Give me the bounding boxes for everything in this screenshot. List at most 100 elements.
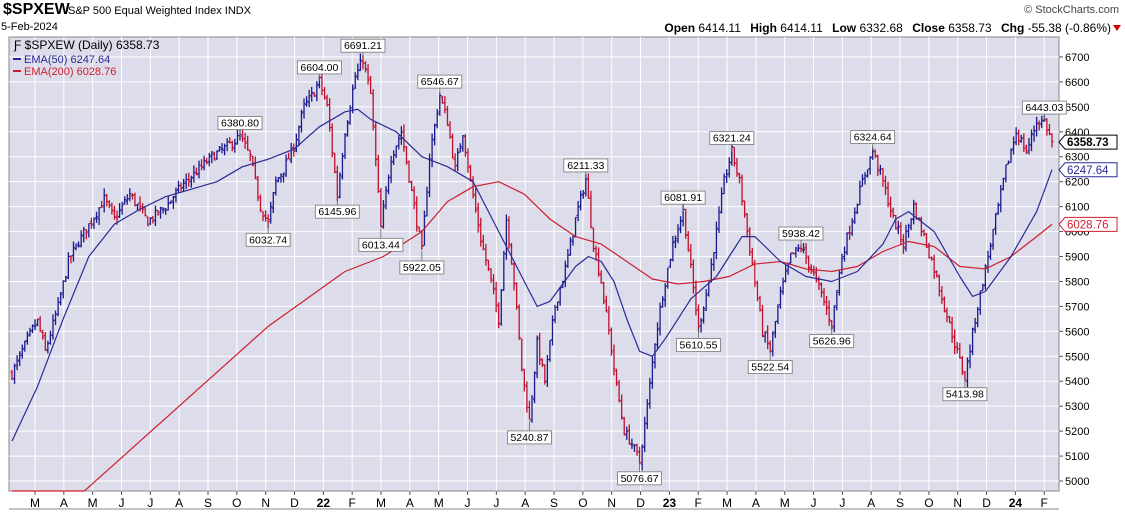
- last-value-tag: [1058, 162, 1118, 178]
- x-tick-label: M: [722, 496, 732, 510]
- ohlc-readout: Open 6414.11 High 6414.11 Low 6332.68 Cl…: [664, 21, 1111, 35]
- annotation-box: [507, 430, 552, 445]
- y-tick-label: 5900: [1065, 252, 1089, 264]
- annotation-label: 6443.03: [1025, 102, 1063, 114]
- y-tick-label: 5500: [1065, 351, 1089, 363]
- x-axis: M A M J J A S O N D 22 F M A M J J A S O N D 23 F M A M J J A S O N D 24 F: [9, 491, 1059, 510]
- index-name: S&P 500 Equal Weighted Index: [68, 5, 222, 17]
- legend-ema200: EMA(200) 6028.76: [24, 66, 116, 78]
- high-label: High: [750, 21, 777, 35]
- x-tick-label: S: [896, 496, 904, 510]
- y-tick-label: 5400: [1065, 376, 1089, 388]
- open-label: Open: [664, 21, 696, 35]
- open-value: 6414.11: [698, 21, 741, 35]
- price-chart[interactable]: 5000 5100 5200 5300 5400 5500 5600 5700 5800 5900…: [0, 36, 1125, 513]
- y-axis: 5000 5100 5200 5300 5400 5500 5600 5700 5800 5900…: [1059, 52, 1089, 488]
- x-tick-label: D: [982, 496, 991, 510]
- x-tick-label: D: [636, 496, 645, 510]
- x-tick-label: F: [695, 496, 702, 510]
- annotation-box: [850, 130, 896, 144]
- y-tick-label: 6500: [1065, 102, 1089, 114]
- plot-area: [8, 36, 1060, 492]
- last-value-label: 6247.64: [1067, 165, 1109, 177]
- ema200-line: [12, 181, 1053, 492]
- y-tick-label: 6100: [1065, 202, 1089, 214]
- y-tick-label: 5600: [1065, 326, 1089, 338]
- x-tick-label: J: [465, 496, 471, 510]
- annotation-box: [747, 360, 793, 374]
- annotation-box: [399, 260, 445, 275]
- x-tick-label: A: [867, 496, 875, 510]
- annotation-box: [417, 74, 463, 89]
- annotation-label: 6145.96: [318, 206, 356, 218]
- x-tick-label: M: [434, 496, 444, 510]
- annotation-label: 6032.74: [249, 234, 287, 246]
- legend-ema50: EMA(50) 6247.64: [24, 54, 110, 66]
- annotation-box: [217, 116, 263, 130]
- annotation-box: [676, 338, 721, 353]
- y-tick-label: 5700: [1065, 301, 1089, 313]
- x-tick-label: J: [839, 496, 845, 510]
- annotation-box: [942, 387, 988, 402]
- annotation-box: [660, 190, 706, 205]
- exchange: INDX: [224, 5, 252, 17]
- annotation-box: [778, 226, 824, 241]
- chart-legend: Ƒ $SPXEW (Daily) 6358.73 EMA(50) 6247.64…: [13, 38, 160, 78]
- y-tick-label: 5200: [1065, 426, 1089, 438]
- annotation-label: 6691.21: [344, 40, 382, 52]
- x-tick-label: 22: [317, 496, 331, 510]
- annotation-label: 6546.67: [421, 76, 459, 88]
- chg-value: -55.38 (-0.86%): [1027, 21, 1111, 35]
- y-tick-label: 6700: [1065, 52, 1089, 64]
- x-tick-label: M: [30, 496, 40, 510]
- y-tick-label: 5300: [1065, 401, 1089, 413]
- x-tick-label: A: [175, 496, 183, 510]
- symbol: $SPXEW: [3, 1, 70, 18]
- x-tick-label: D: [290, 496, 299, 510]
- x-tick-label: J: [811, 496, 817, 510]
- symbol-description: S&P 500 Equal Weighted Index INDX: [68, 5, 251, 17]
- x-tick-label: F: [1041, 496, 1048, 510]
- close-label: Close: [912, 21, 945, 35]
- x-tick-label: M: [780, 496, 790, 510]
- annotation-label: 5240.87: [510, 432, 548, 444]
- annotation-box: [340, 38, 386, 53]
- annotation-label: 6380.80: [221, 118, 259, 130]
- x-tick-label: A: [521, 496, 529, 510]
- annotation-box: [296, 60, 342, 75]
- annotation-box: [358, 237, 404, 252]
- annotation-label: 5938.42: [782, 228, 820, 240]
- last-value-tag: [1058, 216, 1118, 232]
- annotation-label: 6013.44: [362, 239, 400, 251]
- x-tick-label: A: [406, 496, 414, 510]
- annotation-box: [709, 131, 755, 145]
- annotation-label: 5922.05: [403, 262, 441, 274]
- annotation-label: 5413.98: [946, 389, 984, 401]
- x-tick-label: J: [147, 496, 153, 510]
- y-tick-label: 5100: [1065, 451, 1089, 463]
- x-tick-label: N: [607, 496, 616, 510]
- x-tick-label: 24: [1009, 496, 1023, 510]
- y-tick-label: 6300: [1065, 152, 1089, 164]
- x-tick-label: A: [60, 496, 68, 510]
- x-tick-label: M: [376, 496, 386, 510]
- x-tick-label: N: [261, 496, 270, 510]
- down-triangle-icon: [1113, 25, 1121, 31]
- annotation-label: 5626.96: [813, 336, 851, 348]
- annotation-box: [245, 232, 291, 247]
- x-tick-label: F: [349, 496, 356, 510]
- x-tick-label: 23: [663, 496, 677, 510]
- stockcharts-brand[interactable]: © StockCharts.com: [1024, 4, 1119, 16]
- x-tick-label: J: [119, 496, 125, 510]
- price-annotations: 6691.21 6604.00 6546.67 6380.80 6145.96 6032.…: [217, 38, 1067, 486]
- last-value-label: 6028.76: [1067, 219, 1109, 231]
- annotation-label: 6324.64: [854, 132, 892, 144]
- last-value-tags: 6358.73 6247.64 6028.76: [1058, 134, 1118, 232]
- x-tick-label: O: [924, 496, 933, 510]
- x-tick-label: N: [953, 496, 962, 510]
- legend-price: Ƒ $SPXEW (Daily) 6358.73: [13, 38, 160, 52]
- annotation-box: [314, 204, 360, 219]
- y-tick-label: 6400: [1065, 127, 1089, 139]
- annotation-label: 6321.24: [713, 132, 751, 144]
- x-tick-label: S: [550, 496, 558, 510]
